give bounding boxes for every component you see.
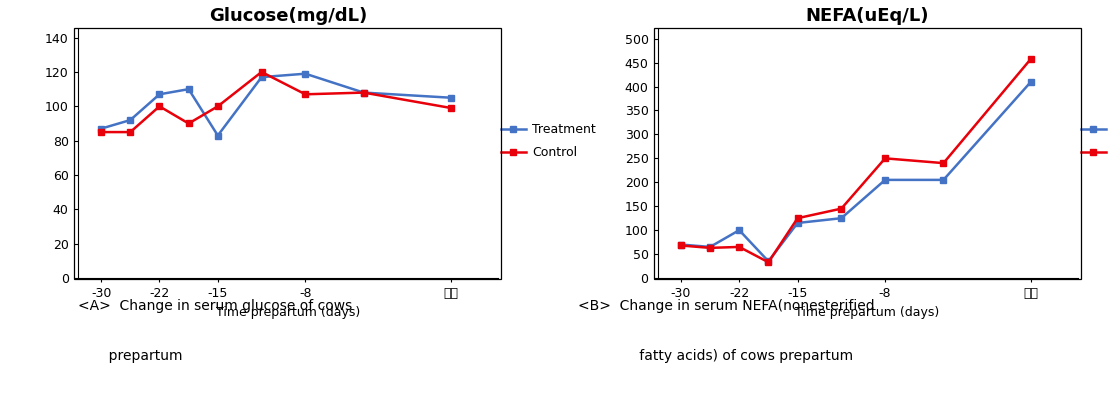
Text: fatty acids) of cows prepartum: fatty acids) of cows prepartum bbox=[578, 349, 853, 363]
X-axis label: Time prepartum (days): Time prepartum (days) bbox=[216, 305, 360, 319]
Text: <B>  Change in serum NEFA(nonesterified: <B> Change in serum NEFA(nonesterified bbox=[578, 299, 874, 313]
Text: prepartum: prepartum bbox=[78, 349, 182, 363]
Title: Glucose(mg/dL): Glucose(mg/dL) bbox=[209, 7, 367, 25]
X-axis label: Time prepartum (days): Time prepartum (days) bbox=[795, 305, 940, 319]
Text: <A>  Change in serum glucose of cows: <A> Change in serum glucose of cows bbox=[78, 299, 352, 313]
Title: NEFA(uEq/L): NEFA(uEq/L) bbox=[805, 7, 930, 25]
Legend: Treatment, Control: Treatment, Control bbox=[1075, 118, 1111, 164]
Legend: Treatment, Control: Treatment, Control bbox=[496, 118, 601, 164]
